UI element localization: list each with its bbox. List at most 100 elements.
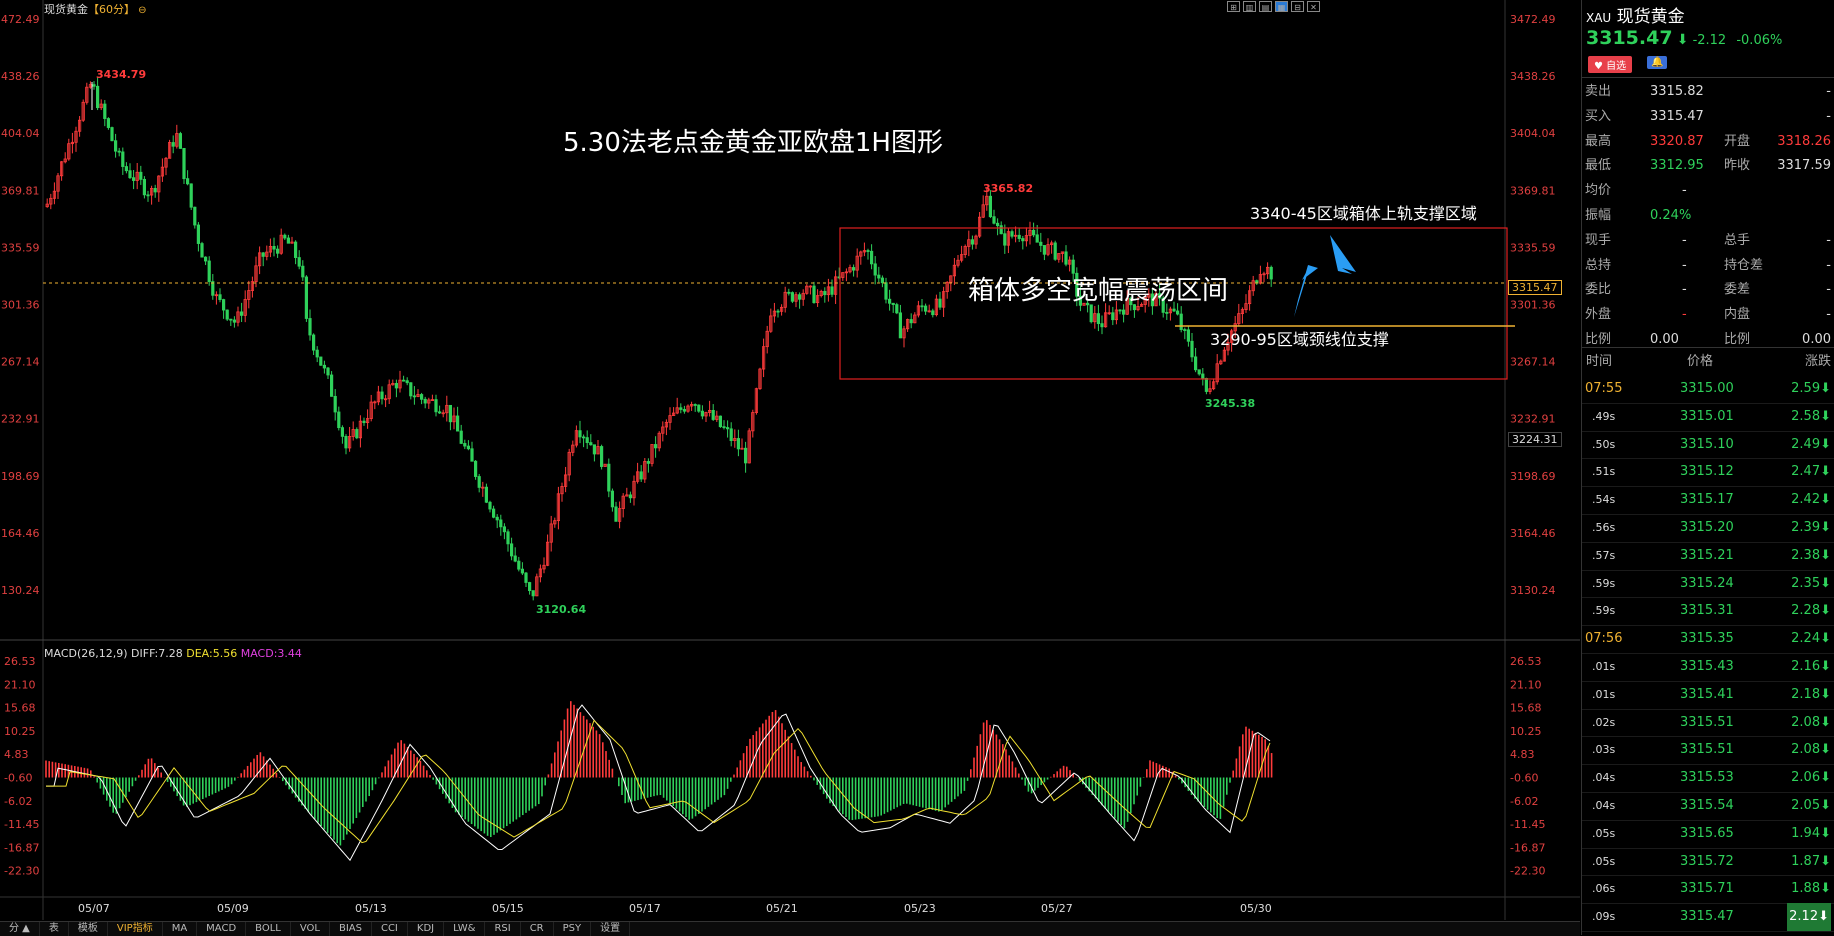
candle-body [1089, 304, 1093, 323]
candle-body [261, 252, 265, 257]
tick-row[interactable]: .59s 3315.24 2.35⬇ [1582, 570, 1834, 599]
candle-body [243, 299, 247, 316]
indicator-tab[interactable]: PSY [554, 922, 592, 936]
candle-body [329, 374, 334, 397]
indicator-tab[interactable]: KDJ [408, 922, 445, 936]
quote-label: 昨收 [1724, 158, 1751, 174]
indicator-tab[interactable]: BIAS [330, 922, 372, 936]
candle-body [481, 486, 485, 489]
price-axis-tick-right: 3404.04 [1510, 127, 1556, 140]
draw-icon[interactable]: ▦ [1275, 1, 1288, 12]
indicator-tab[interactable]: 表 [40, 922, 69, 936]
indicator-tab[interactable]: 分 ▲ [0, 922, 40, 936]
indicator-tab[interactable]: 设置 [591, 922, 631, 936]
tick-row[interactable]: .54s 3315.17 2.42⬇ [1582, 486, 1834, 515]
line-chart-icon[interactable]: ▤ [1259, 1, 1272, 12]
tick-row[interactable]: .01s 3315.41 2.18⬇ [1582, 681, 1834, 710]
layout-icon[interactable]: ⊞ [1227, 1, 1240, 12]
grid-icon[interactable]: ⊟ [1291, 1, 1304, 12]
indicator-tab[interactable]: BOLL [246, 922, 291, 936]
candle-body [178, 133, 182, 149]
indicator-tab[interactable]: MACD [197, 922, 247, 936]
tick-row[interactable]: .56s 3315.20 2.39⬇ [1582, 514, 1834, 543]
candle-body [85, 86, 89, 103]
low-label: 3120.64 [536, 603, 587, 616]
tick-price: 3315.35 [1680, 631, 1734, 647]
bar-chart-icon[interactable]: ▥ [1243, 1, 1256, 12]
candle-body [639, 471, 643, 480]
tick-row[interactable]: .05s 3315.65 1.94⬇ [1582, 820, 1834, 849]
indicator-tab[interactable]: 模板 [69, 922, 108, 936]
candle-body [254, 265, 258, 283]
down-arrow-icon: ⬇ [1820, 631, 1831, 647]
candle-body [798, 294, 802, 300]
tick-price: 3315.12 [1680, 464, 1734, 480]
candle-body [293, 241, 298, 258]
candle-body [517, 560, 521, 570]
candle-body [729, 428, 733, 441]
price-axis-tick-right: 3232.91 [1510, 413, 1556, 426]
tick-row[interactable]: .06s 3315.71 1.88⬇ [1582, 875, 1834, 905]
tick-row[interactable]: .09s 3315.47 2.12⬇ [1582, 903, 1834, 932]
candle-body [275, 248, 280, 254]
tick-row[interactable]: .01s 3315.43 2.16⬇ [1582, 653, 1834, 682]
candle-body [239, 311, 244, 316]
quote-symbol: XAU [1586, 11, 1612, 25]
indicator-tab[interactable]: LW& [444, 922, 486, 936]
range-box[interactable] [839, 227, 1508, 380]
indicator-tab[interactable]: VIP指标 [108, 922, 163, 936]
indicator-tab[interactable]: VOL [291, 922, 330, 936]
chart-canvas[interactable]: 3472.49 472.49 3438.26 438.26 3404.04 404.04 3… [0, 0, 1580, 935]
candle-body [506, 531, 510, 545]
chart-area[interactable]: 3472.49 472.49 3438.26 438.26 3404.04 404.04 3… [0, 0, 1580, 936]
candle-body [121, 151, 125, 167]
settings-icon[interactable]: ⊖ [135, 5, 147, 16]
candle-body [1039, 241, 1043, 246]
indicator-tab[interactable]: CCI [372, 922, 408, 936]
tick-row[interactable]: 07:56 3315.35 2.24⬇ [1582, 625, 1834, 654]
candle-body [1204, 378, 1208, 392]
indicator-tab[interactable]: CR [521, 922, 554, 936]
quote-label: 买入 [1585, 108, 1612, 124]
candle-body [373, 401, 377, 404]
tick-time: .59s [1592, 604, 1616, 618]
tick-row[interactable]: .02s 3315.51 2.08⬇ [1582, 709, 1834, 738]
candle-body [290, 241, 294, 244]
tick-row[interactable]: .50s 3315.10 2.49⬇ [1582, 431, 1834, 460]
tick-row[interactable]: .51s 3315.12 2.47⬇ [1582, 458, 1834, 488]
candle-body [632, 480, 636, 499]
period-label[interactable]: 【60分】 [88, 3, 135, 16]
macd-axis-tick-left: -22.30 [4, 865, 39, 878]
quote-row: 总持 - 持仓差 - [1582, 254, 1834, 278]
candle-body [1237, 313, 1241, 325]
price-axis-tick-left: 130.24 [1, 584, 40, 597]
tick-row[interactable]: .03s 3315.51 2.08⬇ [1582, 736, 1834, 766]
tick-row[interactable]: .59s 3315.31 2.28⬇ [1582, 597, 1834, 627]
candle-body [996, 222, 1000, 227]
tick-row[interactable]: 07:55 3315.00 2.59⬇ [1582, 375, 1834, 404]
tick-row[interactable]: .49s 3315.01 2.58⬇ [1582, 403, 1834, 432]
bell-icon[interactable]: 🔔 [1647, 56, 1668, 69]
close-icon[interactable]: ✕ [1307, 1, 1320, 12]
candle-body [672, 412, 676, 416]
candle-body [819, 291, 823, 297]
tick-row[interactable]: .05s 3315.72 1.87⬇ [1582, 848, 1834, 877]
favorite-button[interactable]: ♥ 自选 [1588, 56, 1633, 73]
candle-body [999, 225, 1003, 235]
tick-change: 2.12⬇ [1787, 903, 1831, 931]
candle-body [646, 461, 651, 464]
candle-body [1222, 349, 1226, 362]
macd-axis-tick-right: -0.60 [1510, 772, 1538, 785]
candle-body [207, 260, 211, 283]
indicator-tab[interactable]: MA [163, 922, 198, 936]
tick-row[interactable]: .04s 3315.53 2.06⬇ [1582, 764, 1834, 793]
tick-row[interactable]: .57s 3315.21 2.38⬇ [1582, 542, 1834, 571]
tick-change: 2.18⬇ [1791, 686, 1831, 702]
candle-body [1114, 309, 1118, 321]
tick-time: .49s [1592, 409, 1616, 423]
candle-body [1075, 272, 1079, 297]
candle-body [96, 85, 100, 109]
indicator-tab[interactable]: RSI [485, 922, 521, 936]
tick-row[interactable]: .04s 3315.54 2.05⬇ [1582, 792, 1834, 821]
quote-row: 振幅 0.24% [1582, 204, 1834, 228]
